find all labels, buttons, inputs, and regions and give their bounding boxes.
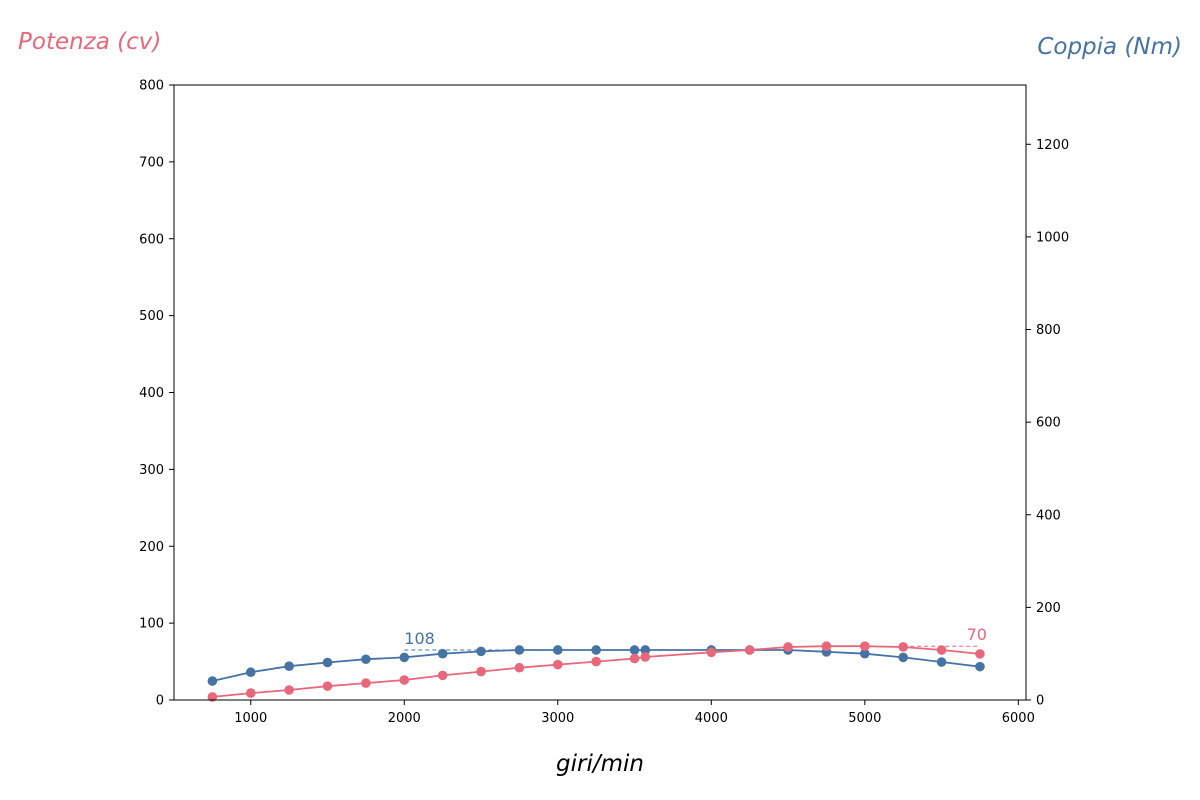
torque-peak-label: 108 xyxy=(404,629,435,648)
torque-point xyxy=(245,667,256,678)
torque-point xyxy=(437,648,448,659)
y-right-tick-label: 1000 xyxy=(1036,230,1069,245)
y-right-tick-label: 400 xyxy=(1036,508,1061,523)
power-point xyxy=(322,681,333,691)
x-tick-label: 3000 xyxy=(541,711,574,726)
y-left-tick-label: 300 xyxy=(139,463,164,478)
x-axis-title: giri/min xyxy=(556,751,644,777)
y-left-tick-label: 200 xyxy=(139,540,164,555)
power-point xyxy=(514,662,525,673)
x-tick-label: 5000 xyxy=(848,711,881,726)
torque-point xyxy=(975,661,985,672)
torque-point xyxy=(207,676,218,686)
torque-point xyxy=(860,648,870,659)
power-point xyxy=(284,685,294,695)
torque-point xyxy=(629,645,640,655)
torque-point xyxy=(399,652,410,663)
torque-point xyxy=(936,657,947,667)
y-left-tick-label: 0 xyxy=(156,694,164,709)
y-left-tick-label: 100 xyxy=(139,617,164,632)
y-right-tick-label: 800 xyxy=(1036,323,1061,338)
power-point xyxy=(399,675,410,685)
torque-point xyxy=(640,645,651,655)
power-point xyxy=(476,666,486,677)
series-layer: 108 70 xyxy=(207,625,987,702)
power-peak-label: 70 xyxy=(967,625,987,644)
power-point xyxy=(552,659,563,670)
power-series: 70 xyxy=(207,625,987,702)
right-axis-title: Coppia (Nm) xyxy=(1037,34,1182,60)
power-point xyxy=(706,647,717,658)
x-tick-label: 6000 xyxy=(1002,711,1035,726)
y-right-tick-label: 200 xyxy=(1036,601,1061,616)
power-point xyxy=(591,656,601,667)
power-point xyxy=(821,641,832,651)
x-tick-label: 4000 xyxy=(695,711,728,726)
torque-point xyxy=(898,652,908,663)
power-point xyxy=(860,641,870,651)
torque-point xyxy=(322,657,333,668)
power-point xyxy=(936,645,947,655)
y-right-tick-label: 0 xyxy=(1036,694,1044,709)
y-left-tick-label: 700 xyxy=(139,155,164,170)
power-point xyxy=(783,642,793,652)
power-point xyxy=(245,688,256,698)
power-point xyxy=(640,652,651,662)
power-point xyxy=(207,692,218,702)
torque-point xyxy=(284,661,294,671)
ticks-layer: 1000 2000 3000 4000 5000 60000100200300400500… xyxy=(139,79,1069,727)
left-axis-title: Potenza (cv) xyxy=(18,29,161,55)
x-tick-label: 1000 xyxy=(234,711,267,726)
y-left-tick-label: 600 xyxy=(139,232,164,247)
torque-point xyxy=(591,645,601,655)
power-point xyxy=(629,653,640,664)
torque-point xyxy=(476,646,486,657)
torque-point xyxy=(552,645,563,655)
y-left-tick-label: 400 xyxy=(139,386,164,401)
power-point xyxy=(744,645,755,655)
x-tick-label: 2000 xyxy=(388,711,421,726)
plot-frame xyxy=(173,84,1027,701)
y-right-tick-label: 600 xyxy=(1036,416,1061,431)
y-right-tick-label: 1200 xyxy=(1036,138,1069,153)
torque-point xyxy=(361,654,371,665)
power-point xyxy=(898,642,908,652)
y-left-tick-label: 500 xyxy=(139,309,164,324)
power-point xyxy=(361,678,371,688)
power-point xyxy=(975,649,985,659)
y-left-tick-label: 800 xyxy=(139,79,164,94)
power-point xyxy=(437,670,448,681)
